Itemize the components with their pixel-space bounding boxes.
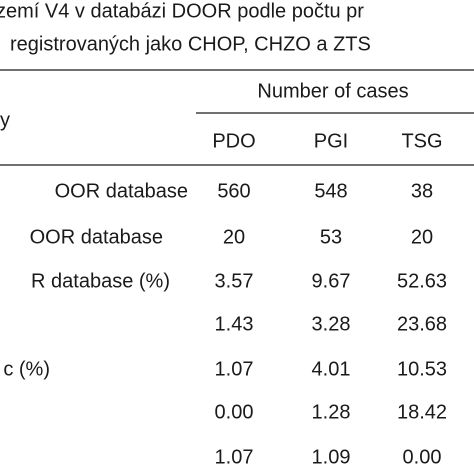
cell: 3.57 <box>215 270 254 292</box>
column-header: TSG <box>401 130 442 152</box>
cell: 0.00 <box>403 446 442 468</box>
cell: 10.53 <box>397 358 447 380</box>
title-line: registrovaných jako CHOP, CHZO a ZTS <box>10 33 371 55</box>
cell: 1.09 <box>312 446 351 468</box>
cell: 53 <box>320 226 342 248</box>
row-label: OOR database <box>30 226 163 248</box>
cell: 23.68 <box>397 313 447 335</box>
cell: 18.42 <box>397 401 447 423</box>
cell: 3.28 <box>312 313 351 335</box>
row-label: OOR database <box>55 180 188 202</box>
cell: 1.43 <box>215 313 254 335</box>
row-header: y <box>0 109 10 131</box>
cell: 560 <box>217 180 250 202</box>
cell: 0.00 <box>215 401 254 423</box>
cell: 20 <box>411 226 433 248</box>
cell: 1.28 <box>312 401 351 423</box>
column-header: PDO <box>212 130 255 152</box>
cell: 1.07 <box>215 446 254 468</box>
group-header: Number of cases <box>257 80 408 102</box>
cell: 20 <box>223 226 245 248</box>
cell: 52.63 <box>397 270 447 292</box>
row-label: R database (%) <box>31 270 170 292</box>
title-line: zemí V4 v databázi DOOR podle počtu pr <box>0 0 364 22</box>
column-header: PGI <box>314 130 348 152</box>
cell: 4.01 <box>312 358 351 380</box>
cell: 1.07 <box>215 358 254 380</box>
row-label: c (%) <box>3 358 50 380</box>
cell: 548 <box>314 180 347 202</box>
cell: 9.67 <box>312 270 351 292</box>
cell: 38 <box>411 180 433 202</box>
